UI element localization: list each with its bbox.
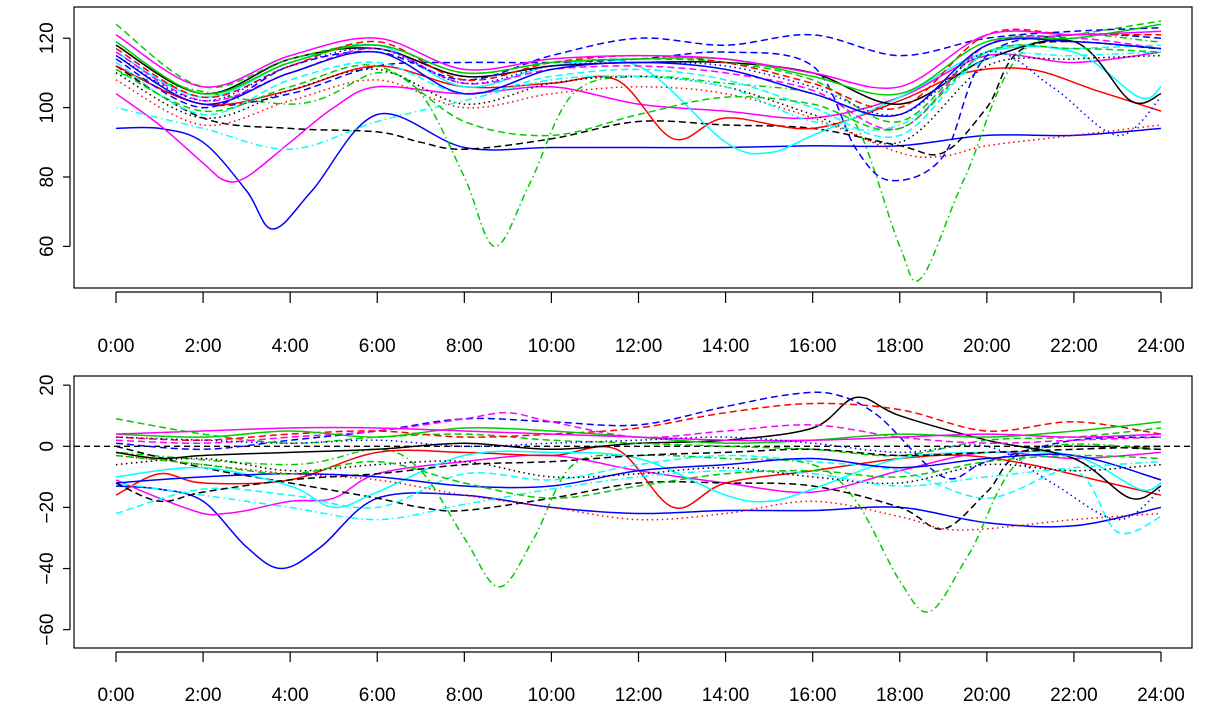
series-line-20 [115, 436, 1162, 521]
x-tick-label: 4:00 [272, 685, 309, 706]
series-line-16 [115, 54, 1162, 145]
series-line-18 [115, 51, 1162, 150]
x-tick-label: 20:00 [963, 336, 1011, 357]
x-tick-label: 18:00 [876, 685, 924, 706]
series-line-1 [115, 112, 1162, 230]
x-tick-label: 20:00 [963, 685, 1011, 706]
y-tick-label: 20 [37, 375, 58, 396]
series-line-6 [115, 65, 1162, 141]
x-tick-label: 8:00 [446, 336, 483, 357]
series-line-21 [115, 445, 1162, 503]
x-tick-label: 8:00 [446, 685, 483, 706]
x-tick-label: 16:00 [789, 685, 837, 706]
series-line-12 [115, 402, 1162, 441]
y-tick-label: 100 [37, 92, 58, 124]
series-line-21 [115, 47, 1162, 137]
x-tick-label: 16:00 [789, 336, 837, 357]
y-tick-label: 60 [37, 236, 58, 257]
x-tick-label: 24:00 [1137, 336, 1185, 357]
x-tick-label: 22:00 [1050, 336, 1098, 357]
series-line-11 [115, 454, 1162, 535]
series-line-4 [115, 40, 1162, 156]
y-tick-label: −20 [37, 491, 58, 523]
series-line-7 [115, 450, 1162, 509]
x-tick-label: 10:00 [528, 336, 576, 357]
series-line-13 [115, 421, 1162, 445]
series-line-9 [115, 418, 1162, 457]
y-tick-label: −40 [37, 552, 58, 584]
series-line-2 [115, 51, 1162, 183]
x-tick-label: 14:00 [702, 685, 750, 706]
series-line-17 [115, 79, 1162, 159]
bottom-panel: 0:00 2:00 4:00 6:00 8:00 10:00 12:00 14:00 16:00… [37, 375, 1193, 706]
series-line-2 [115, 451, 1162, 516]
y-tick-label: 0 [37, 441, 58, 452]
series-line-5 [115, 33, 1162, 182]
x-tick-label: 22:00 [1050, 685, 1098, 706]
series-line-18 [115, 426, 1162, 442]
x-tick-label: 24:00 [1137, 685, 1185, 706]
x-tick-label: 18:00 [876, 336, 924, 357]
series-line-10 [115, 411, 1162, 445]
series-line-14 [115, 23, 1162, 96]
plot-frame [73, 6, 1193, 289]
x-tick-label: 0:00 [98, 336, 135, 357]
series-line-15 [115, 457, 1162, 485]
series-line-19 [115, 454, 1162, 499]
x-tick-label: 0:00 [98, 685, 135, 706]
series-line-20 [115, 44, 1162, 137]
series-line-15 [115, 37, 1162, 117]
plot-frame [73, 375, 1193, 649]
x-tick-label: 14:00 [702, 336, 750, 357]
series-line-1 [115, 485, 1162, 570]
x-tick-label: 6:00 [359, 336, 396, 357]
series-line-17 [115, 460, 1162, 521]
x-tick-label: 2:00 [185, 336, 222, 357]
x-tick-label: 4:00 [272, 336, 309, 357]
x-tick-label: 2:00 [185, 685, 222, 706]
series-line-8 [115, 396, 1162, 500]
y-tick-label: 80 [37, 166, 58, 187]
x-tick-label: 12:00 [615, 336, 663, 357]
series-line-11 [115, 35, 1162, 131]
x-tick-label: 6:00 [359, 685, 396, 706]
x-tick-label: 10:00 [528, 685, 576, 706]
series-line-19 [115, 30, 1162, 90]
y-tick-label: 120 [37, 22, 58, 54]
series-line-5 [115, 391, 1162, 480]
x-tick-label: 12:00 [615, 685, 663, 706]
top-panel: 0:00 2:00 4:00 6:00 8:00 10:00 12:00 14:00 16:00… [37, 6, 1193, 357]
series-line-4 [115, 445, 1162, 530]
y-tick-label: −60 [37, 614, 58, 646]
